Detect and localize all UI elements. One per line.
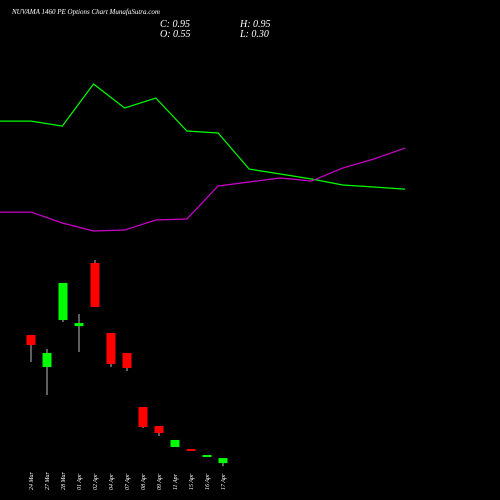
- close-label: C: 0.95: [160, 19, 190, 30]
- x-tick-label: 16 Apr: [205, 473, 211, 490]
- candle-body: [186, 449, 196, 452]
- x-tick-label: 28 Mar: [61, 472, 67, 490]
- candle-body: [170, 439, 180, 447]
- x-tick-label: 01 Apr: [77, 473, 83, 490]
- indicator-line: [0, 147, 406, 232]
- candle-body: [106, 332, 116, 365]
- candle-body: [122, 352, 132, 369]
- open-label: O: 0.55: [160, 29, 191, 40]
- indicator-line: [0, 83, 406, 190]
- low-label: L: 0.30: [239, 29, 269, 40]
- x-tick-label: 02 Apr: [93, 473, 99, 490]
- x-tick-label: 27 Mar: [45, 472, 51, 490]
- candle-body: [90, 262, 100, 307]
- chart-title: NUVAMA 1460 PE Options Chart MunafaSutra…: [11, 8, 160, 16]
- candle-body: [42, 352, 52, 368]
- x-tick-label: 07 Apr: [125, 473, 131, 490]
- x-tick-label: 17 Apr: [221, 473, 227, 490]
- x-tick-label: 24 Mar: [28, 472, 35, 490]
- candle-body: [74, 323, 84, 327]
- candle-body: [26, 334, 36, 346]
- x-tick-label: 08 Apr: [141, 473, 147, 490]
- x-tick-label: 04 Apr: [108, 473, 115, 490]
- candle-body: [202, 455, 212, 458]
- high-label: H: 0.95: [239, 19, 271, 30]
- candle-body: [138, 407, 148, 428]
- x-tick-label: 09 Apr: [157, 473, 163, 490]
- candle-body: [58, 282, 68, 321]
- candle-body: [218, 458, 228, 464]
- x-tick-label: 15 Apr: [189, 473, 195, 490]
- candle-body: [154, 426, 164, 434]
- x-tick-label: 11 Apr: [173, 473, 179, 490]
